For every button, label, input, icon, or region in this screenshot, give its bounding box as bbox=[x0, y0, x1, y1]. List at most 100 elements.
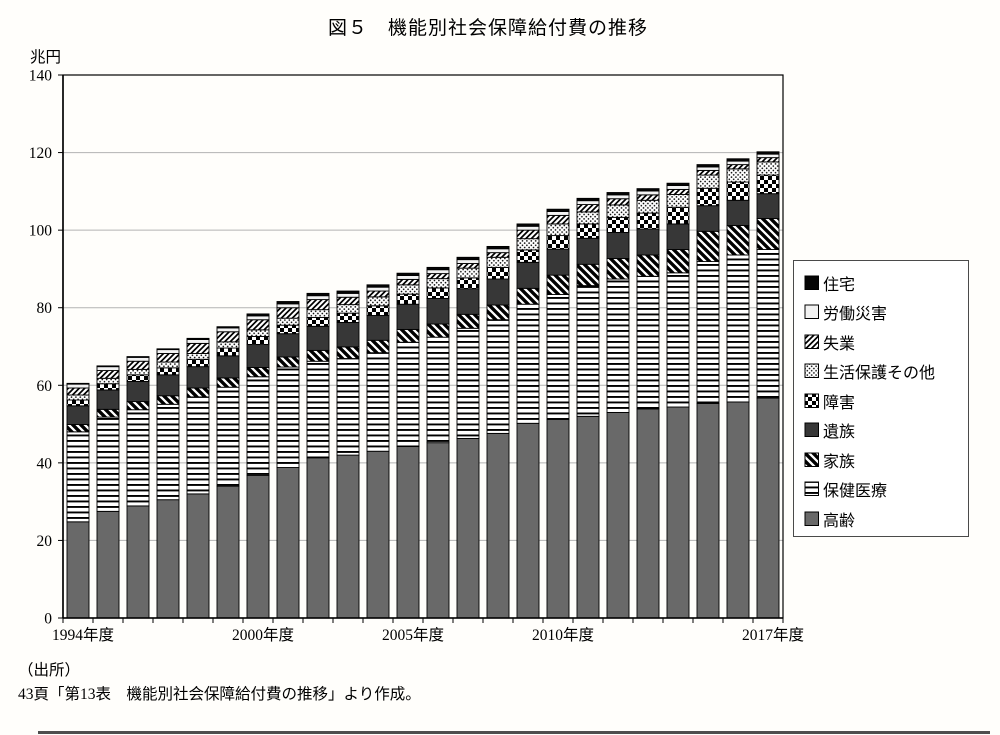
bar-1995 bbox=[96, 365, 120, 619]
segment-rosai-2002 bbox=[306, 295, 330, 301]
segment-izoku-2003 bbox=[336, 322, 360, 348]
legend-label: 失業 bbox=[823, 335, 856, 353]
legend-swatch-jutaku-icon bbox=[804, 275, 819, 290]
segment-izoku-2005 bbox=[396, 303, 420, 330]
legend-item-rosai: 労働災害 bbox=[794, 298, 968, 328]
segment-rosai-2004 bbox=[366, 286, 390, 292]
segment-hoken-2009 bbox=[516, 303, 540, 424]
segment-shogai-2011 bbox=[576, 223, 600, 239]
legend-swatch-shitsugyo-icon bbox=[804, 334, 819, 349]
segment-shitsugyo-2006 bbox=[426, 273, 450, 280]
legend-swatch-hoken-icon bbox=[804, 481, 819, 497]
segment-izoku-2001 bbox=[276, 333, 300, 358]
segment-jutaku-2004 bbox=[366, 284, 390, 288]
x-tick-label-16: 2010年度 bbox=[532, 626, 594, 644]
legend-swatch-rect bbox=[804, 452, 819, 467]
segment-kazoku-1995 bbox=[96, 408, 120, 418]
segment-jutaku-2015 bbox=[696, 164, 720, 168]
legend-label: 保健医療 bbox=[823, 483, 888, 501]
segment-korei-2004 bbox=[366, 450, 390, 619]
segment-jutaku-2011 bbox=[576, 197, 600, 202]
segment-kazoku-2011 bbox=[576, 263, 600, 287]
y-tick-label-60: 60 bbox=[37, 378, 53, 395]
segment-korei-1996 bbox=[126, 505, 150, 619]
bar-2010 bbox=[546, 208, 570, 619]
segment-shitsugyo-2003 bbox=[336, 296, 360, 306]
segment-kazoku-2004 bbox=[366, 339, 390, 354]
segment-jutaku-2016 bbox=[726, 158, 750, 162]
segment-seiho-1996 bbox=[126, 368, 150, 376]
chart-legend: 住宅 労働災害 失業 生活保護その他 障害 遺族 家族 保健医療 高齢 bbox=[793, 260, 969, 537]
segment-shitsugyo-1998 bbox=[186, 342, 210, 354]
legend-swatch-korei-icon bbox=[804, 511, 819, 526]
segment-kazoku-2013 bbox=[636, 254, 660, 277]
bar-2016 bbox=[726, 158, 750, 619]
segment-kazoku-1994 bbox=[66, 424, 90, 433]
bar-2006 bbox=[426, 266, 450, 619]
legend-label: 住宅 bbox=[823, 276, 856, 294]
segment-shitsugyo-2009 bbox=[516, 229, 540, 240]
y-tick-label-20: 20 bbox=[37, 533, 53, 550]
legend-swatch-rect bbox=[804, 393, 819, 408]
segment-izoku-2002 bbox=[306, 325, 330, 351]
segment-jutaku-2017 bbox=[756, 151, 780, 155]
segment-rosai-2003 bbox=[336, 292, 360, 298]
legend-item-izoku: 遺族 bbox=[794, 416, 968, 446]
segment-hoken-1997 bbox=[156, 403, 180, 501]
segment-shogai-2007 bbox=[456, 277, 480, 290]
y-tick-label-0: 0 bbox=[44, 611, 52, 628]
segment-seiho-2000 bbox=[246, 329, 270, 337]
legend-swatch-rect bbox=[804, 304, 819, 320]
legend-swatch-kazoku-icon bbox=[804, 452, 819, 467]
segment-rosai-2000 bbox=[246, 315, 270, 321]
segment-hoken-2017 bbox=[756, 249, 780, 399]
legend-label: 家族 bbox=[823, 453, 856, 471]
segment-seiho-2003 bbox=[336, 304, 360, 314]
segment-hoken-1998 bbox=[186, 396, 210, 495]
bar-2004 bbox=[366, 284, 390, 619]
segment-shitsugyo-2017 bbox=[756, 157, 780, 163]
segment-kazoku-2017 bbox=[756, 218, 780, 250]
legend-swatch-rosai-icon bbox=[804, 304, 819, 320]
segment-seiho-2002 bbox=[306, 309, 330, 318]
segment-shogai-2013 bbox=[636, 212, 660, 230]
page-bottom-edge bbox=[38, 731, 990, 734]
segment-hoken-2006 bbox=[426, 336, 450, 444]
segment-seiho-2005 bbox=[396, 284, 420, 295]
segment-shogai-1998 bbox=[186, 358, 210, 368]
segment-kazoku-2009 bbox=[516, 287, 540, 305]
source-citation: 43頁「第13表 機能別社会保障給付費の推移」より作成。 bbox=[18, 686, 421, 703]
segment-jutaku-1999 bbox=[216, 326, 240, 329]
segment-izoku-2009 bbox=[516, 261, 540, 289]
segment-seiho-1997 bbox=[156, 361, 180, 369]
segment-shogai-2006 bbox=[426, 287, 450, 299]
segment-shogai-2004 bbox=[366, 305, 390, 316]
segment-shitsugyo-2015 bbox=[696, 169, 720, 176]
bar-2017 bbox=[756, 151, 780, 619]
legend-label: 障害 bbox=[823, 394, 856, 412]
segment-shitsugyo-2000 bbox=[246, 319, 270, 331]
bar-2011 bbox=[576, 197, 600, 619]
segment-shogai-2000 bbox=[246, 335, 270, 346]
y-tick-label-40: 40 bbox=[37, 455, 53, 472]
segment-kazoku-2016 bbox=[726, 225, 750, 256]
segment-shogai-2002 bbox=[306, 316, 330, 327]
x-axis-ticks: 1994年度 2000年度 2005年度 2010年度 2017年度 bbox=[52, 618, 804, 644]
segment-kazoku-2012 bbox=[606, 258, 630, 280]
segment-jutaku-2012 bbox=[606, 192, 630, 196]
segment-korei-2009 bbox=[516, 422, 540, 619]
segment-izoku-2014 bbox=[666, 223, 690, 250]
segment-korei-2007 bbox=[456, 437, 480, 619]
bar-2007 bbox=[456, 256, 480, 619]
segment-korei-2011 bbox=[576, 415, 600, 619]
legend-swatch-rect bbox=[804, 334, 819, 349]
segment-hoken-2000 bbox=[246, 376, 270, 476]
segment-izoku-1999 bbox=[216, 355, 240, 379]
segment-kazoku-2015 bbox=[696, 230, 720, 263]
segment-shitsugyo-2005 bbox=[396, 278, 420, 286]
segment-seiho-2009 bbox=[516, 238, 540, 251]
segment-shitsugyo-2007 bbox=[456, 263, 480, 269]
segment-jutaku-2000 bbox=[246, 313, 270, 317]
segment-jutaku-2014 bbox=[666, 182, 690, 186]
segment-korei-1997 bbox=[156, 499, 180, 619]
